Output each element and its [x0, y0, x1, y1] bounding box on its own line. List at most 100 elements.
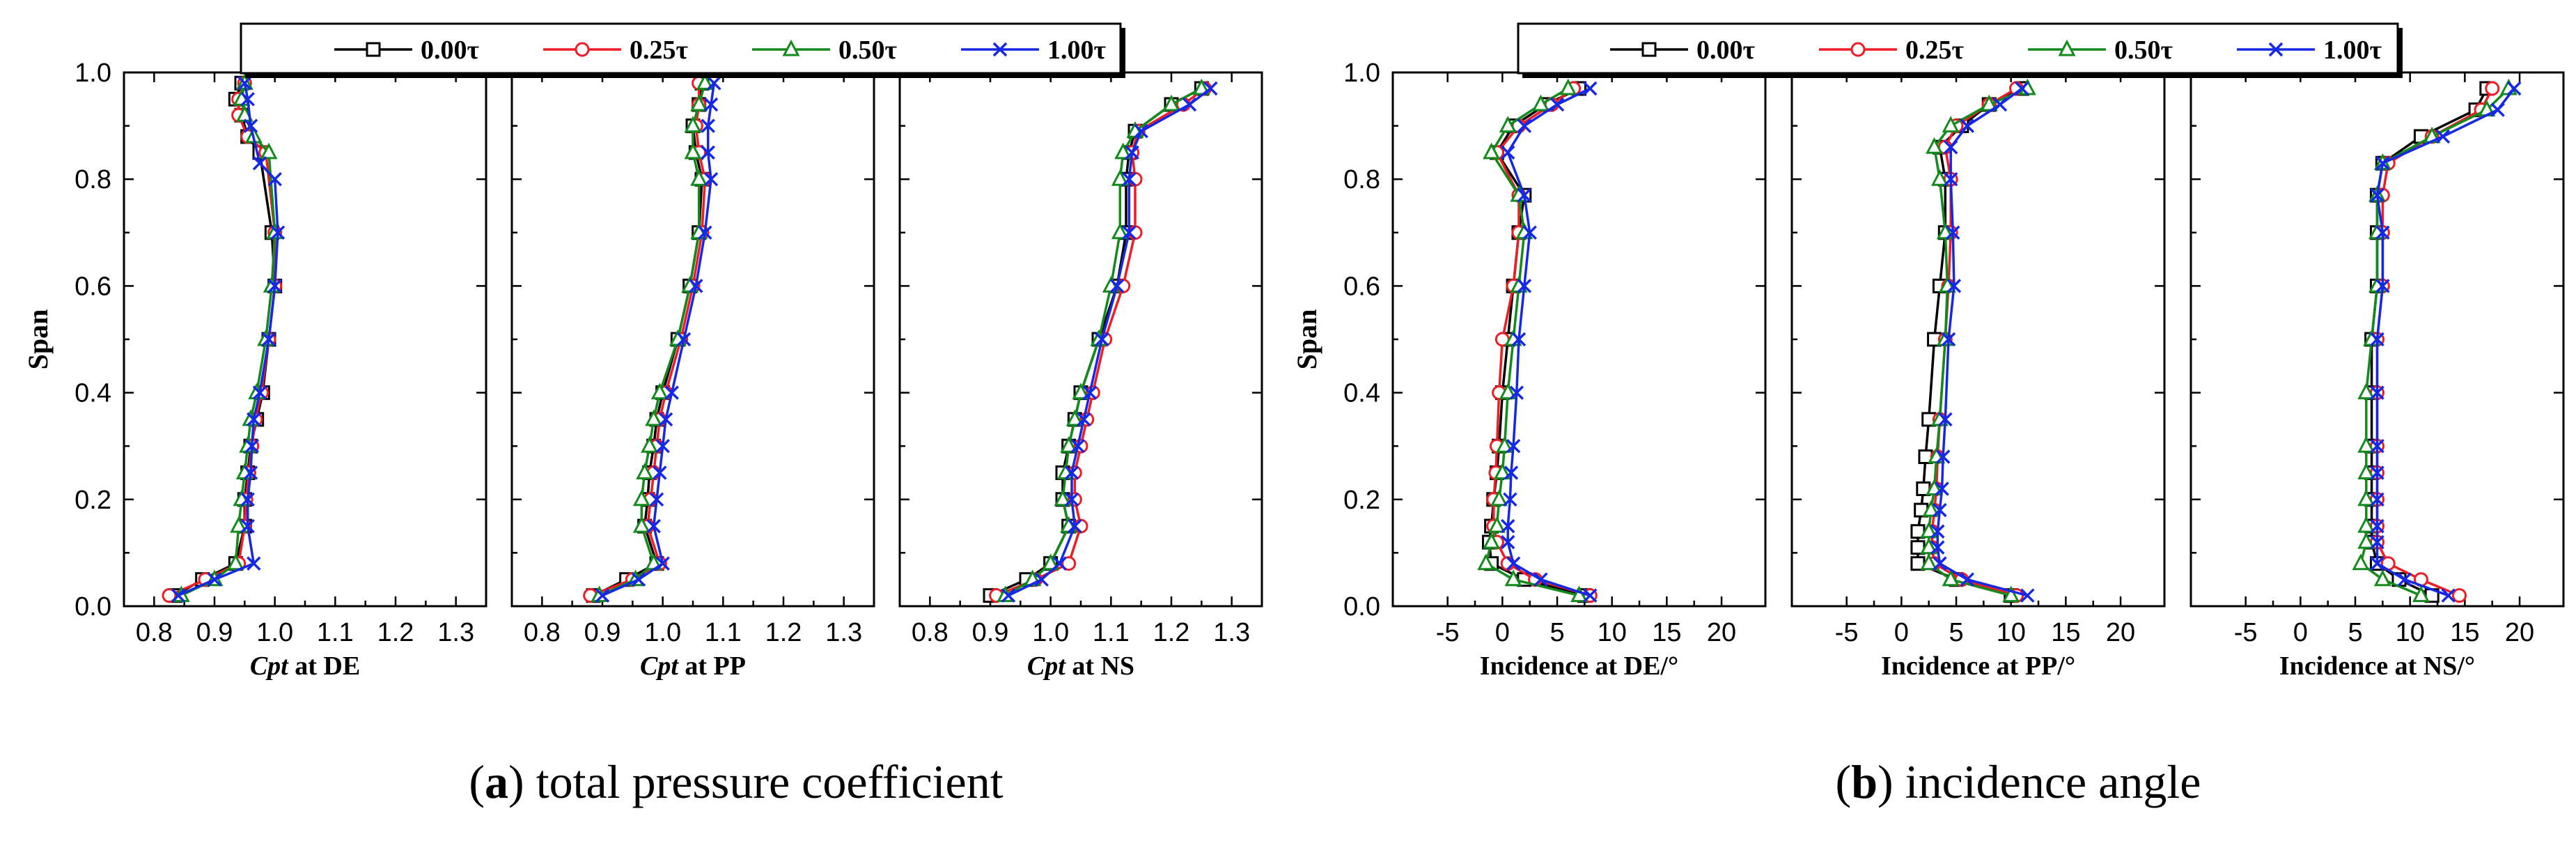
x-tick-label: 1.3	[1213, 618, 1250, 647]
data-point	[1935, 481, 1949, 496]
y-tick-label: 0.4	[75, 379, 111, 408]
data-point	[684, 142, 702, 160]
data-point	[650, 383, 669, 400]
data-point	[1496, 435, 1513, 453]
x-tick-label: 20	[2505, 618, 2534, 647]
data-point	[1077, 412, 1091, 427]
data-point	[2370, 518, 2384, 534]
x-axis-label-italic: Cpt	[250, 651, 289, 681]
legend-a: 0.00τ 0.25τ 0.50τ 1.00τ	[240, 22, 1125, 78]
legend-marker	[1641, 42, 1657, 57]
series-3	[171, 76, 286, 603]
data-point	[2357, 463, 2375, 479]
y-tick-label: 0.8	[1343, 165, 1380, 194]
series-2	[1477, 78, 1588, 603]
data-point	[645, 409, 663, 426]
y-tick-label: 0.0	[1343, 592, 1380, 622]
x-axis-label-rest: at NS	[1065, 651, 1134, 681]
legend-item: 0.25τ	[543, 36, 689, 65]
x-tick-label: 1.3	[437, 618, 474, 647]
data-point	[2485, 81, 2500, 96]
y-tick-label: 0.2	[1343, 486, 1380, 515]
data-point	[1111, 222, 1129, 240]
data-point	[1926, 479, 1944, 495]
x-tick-label: 10	[2396, 618, 2425, 647]
y-axis-label: Span	[22, 309, 54, 370]
data-point	[207, 572, 222, 587]
x-tick-label: 1.1	[1093, 618, 1130, 647]
data-point	[1583, 81, 1598, 96]
data-point	[658, 412, 673, 427]
legend-item: 1.00τ	[961, 36, 1107, 65]
y-tick-label: 1.0	[75, 59, 111, 88]
data-point	[664, 385, 679, 400]
axis-frame	[123, 71, 487, 608]
caption-b-text: incidence angle	[1894, 755, 2201, 808]
chart-panel-5: -5 0 5 10 15 20 Incidence at PP/°	[1790, 71, 2166, 681]
data-point	[1517, 279, 1532, 293]
data-point	[2506, 81, 2522, 96]
data-point	[1960, 118, 1974, 133]
data-point	[2370, 332, 2384, 347]
series-line	[598, 82, 706, 597]
data-point	[684, 116, 702, 133]
data-point	[1531, 94, 1549, 111]
data-point	[1930, 169, 1949, 186]
data-point	[1941, 332, 1956, 347]
series-2	[172, 73, 284, 603]
x-axis-label: Incidence at NS/°	[2279, 651, 2475, 681]
data-point	[1922, 500, 1940, 517]
data-point	[1483, 142, 1501, 160]
data-point	[1490, 489, 1508, 507]
data-point	[1109, 279, 1125, 293]
data-point	[247, 556, 261, 571]
legend-item: 0.00τ	[1610, 36, 1756, 65]
data-point	[1570, 585, 1588, 603]
data-point	[1001, 588, 1016, 603]
data-point	[1500, 534, 1515, 550]
data-point	[1506, 556, 1521, 571]
data-point	[649, 492, 664, 507]
data-point	[247, 412, 261, 427]
legend-item: 0.25τ	[1819, 36, 1965, 65]
x-tick-label: 0.8	[524, 618, 561, 647]
data-point	[1493, 463, 1511, 479]
caption-a-letter: a	[485, 755, 508, 808]
data-point	[2357, 516, 2375, 533]
data-point	[1549, 97, 1565, 112]
x-tick-label: 5	[1549, 618, 1564, 647]
x-tick-label: 15	[1652, 618, 1681, 647]
data-point	[240, 492, 255, 507]
data-point	[226, 553, 244, 571]
x-tick-label: 5	[1949, 618, 1963, 647]
x-axis-label: Incidence at DE/°	[1480, 651, 1678, 681]
data-point	[2441, 588, 2456, 603]
data-point	[260, 142, 278, 160]
data-point	[1511, 332, 1527, 347]
data-point	[1114, 142, 1132, 160]
legend-marker	[2268, 42, 2284, 57]
chart-panel-6: -5 0 5 10 15 20 Incidence at NS/°	[2189, 71, 2565, 681]
data-point	[244, 438, 259, 454]
legend-marker	[782, 39, 800, 56]
data-point	[703, 171, 719, 187]
data-point	[2397, 572, 2412, 587]
x-tick-label: 15	[2051, 618, 2080, 647]
data-point	[701, 118, 715, 133]
legend-item: 0.50τ	[2028, 36, 2173, 65]
data-point	[653, 465, 667, 480]
data-point	[1946, 225, 1960, 240]
x-tick-label: 0.8	[136, 618, 173, 647]
data-point	[1483, 532, 1501, 549]
data-point	[2352, 553, 2370, 571]
legend-item: 0.00τ	[334, 36, 480, 65]
x-tick-label: 20	[2106, 618, 2135, 647]
chart-panel-1: 0.8 0.9 1.0 1.1 1.2 1.3 0.0 0.2 0.4 0.6 0.8 1.0 Span…	[22, 59, 487, 681]
data-point	[230, 516, 248, 533]
data-point	[261, 332, 276, 347]
legend-marker	[366, 42, 381, 57]
data-point	[689, 279, 703, 293]
data-point	[1503, 492, 1517, 507]
data-point	[270, 225, 286, 240]
series-3	[595, 76, 721, 603]
